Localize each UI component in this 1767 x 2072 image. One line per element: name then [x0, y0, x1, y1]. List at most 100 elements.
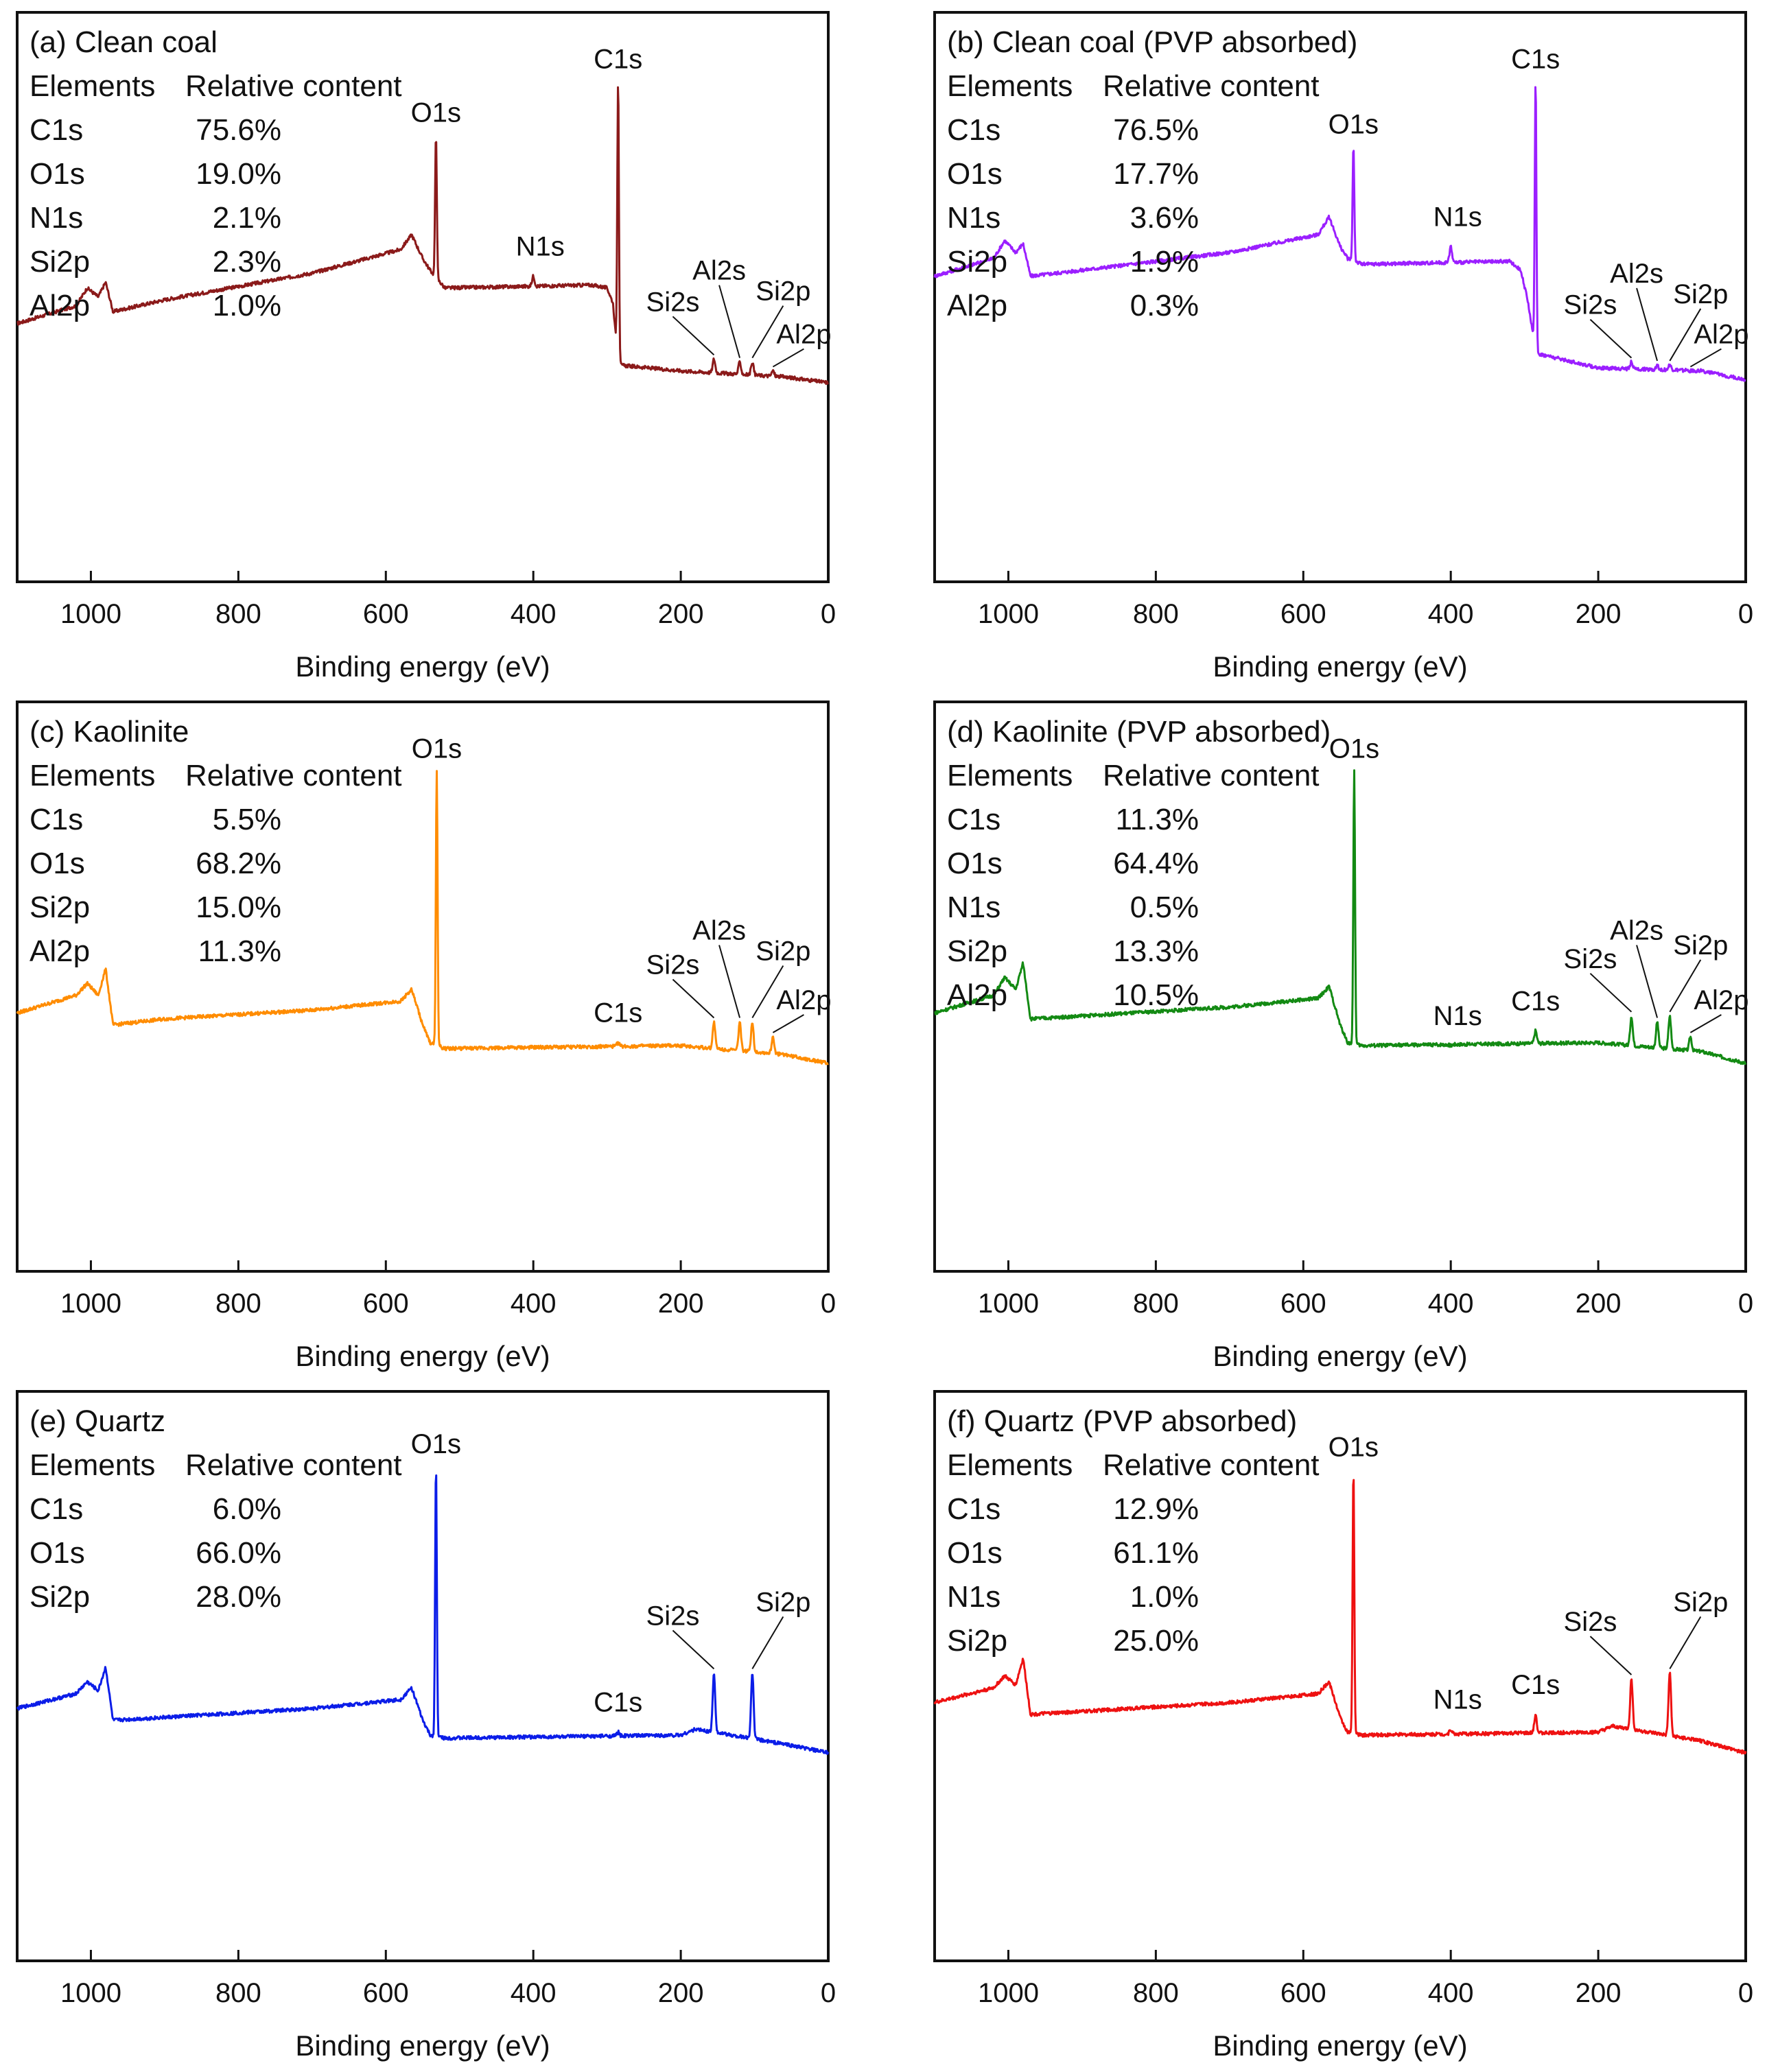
- peak-label-c1s: C1s: [594, 998, 642, 1028]
- table-value-si2p: 2.3%: [213, 245, 281, 279]
- plot-frame: [933, 11, 1747, 583]
- spectrum-line: [16, 770, 829, 1066]
- table-header-relative-content: Relative content: [1103, 69, 1320, 103]
- peak-label-al2s: Al2s: [692, 915, 746, 945]
- x-tick-label: 0: [1738, 1288, 1753, 1319]
- table-value-n1s: 2.1%: [213, 201, 281, 235]
- peak-label-o1s: O1s: [1329, 110, 1379, 140]
- table-header-elements: Elements: [947, 1448, 1073, 1482]
- peak-leader-si2p: [751, 965, 784, 1018]
- peak-leader-al2s: [1636, 287, 1659, 362]
- table-element-si2p: Si2p: [947, 245, 1007, 279]
- x-tick-label: 1000: [978, 1288, 1039, 1319]
- table-element-n1s: N1s: [947, 1580, 1000, 1614]
- peak-leader-si2p: [1669, 959, 1702, 1013]
- table-element-n1s: N1s: [947, 201, 1000, 235]
- peak-label-al2p: Al2p: [1694, 320, 1748, 350]
- x-tick-label: 0: [821, 1978, 836, 2008]
- peak-label-si2s: Si2s: [646, 287, 700, 317]
- x-axis-title: Binding energy (eV): [295, 2029, 550, 2062]
- peak-label-o1s: O1s: [411, 1429, 461, 1459]
- peak-label-si2s: Si2s: [1564, 290, 1617, 320]
- x-tick-label: 400: [1428, 1978, 1474, 2008]
- table-header-relative-content: Relative content: [1103, 759, 1320, 792]
- x-tick-label: 1000: [978, 1978, 1039, 2008]
- panel-title: (c) Kaolinite: [30, 715, 189, 749]
- table-value-al2p: 10.5%: [1113, 978, 1199, 1012]
- peak-label-si2p: Si2p: [756, 936, 810, 966]
- plot-frame: [16, 11, 830, 583]
- x-tick-label: 600: [363, 1288, 409, 1319]
- table-element-n1s: N1s: [947, 891, 1000, 924]
- table-header-elements: Elements: [30, 759, 155, 792]
- table-element-c1s: C1s: [30, 1492, 83, 1526]
- spectrum-line: [16, 86, 830, 386]
- x-axis-title: Binding energy (eV): [295, 650, 550, 683]
- panel-title: (e) Quartz: [30, 1404, 165, 1438]
- x-tick-label: 600: [363, 1978, 409, 2008]
- peak-label-o1s: O1s: [1329, 1433, 1379, 1463]
- table-element-o1s: O1s: [30, 157, 85, 191]
- peak-label-si2p: Si2p: [1673, 1587, 1728, 1617]
- peak-label-si2p: Si2p: [1673, 930, 1728, 961]
- table-element-o1s: O1s: [947, 1536, 1003, 1570]
- peak-label-al2p: Al2p: [776, 985, 831, 1015]
- peak-label-si2p: Si2p: [1673, 279, 1728, 309]
- spectrum-line: [933, 1479, 1747, 1755]
- peak-leader-si2s: [672, 316, 715, 356]
- x-tick-label: 200: [658, 599, 704, 629]
- peak-label-si2s: Si2s: [646, 950, 700, 980]
- x-tick-label: 400: [1428, 599, 1474, 629]
- peak-label-n1s: N1s: [1434, 1684, 1482, 1715]
- peak-label-c1s: C1s: [1511, 1670, 1560, 1700]
- peak-leader-al2p: [1689, 1014, 1722, 1033]
- panel-title: (b) Clean coal (PVP absorbed): [947, 25, 1357, 59]
- peak-label-c1s: C1s: [1511, 986, 1560, 1016]
- x-tick-label: 400: [511, 1978, 557, 2008]
- plot-frame: [16, 701, 830, 1273]
- table-value-al2p: 11.3%: [198, 934, 282, 968]
- table-element-al2p: Al2p: [947, 978, 1007, 1012]
- table-header-elements: Elements: [30, 69, 155, 103]
- table-value-n1s: 1.0%: [1130, 1580, 1199, 1614]
- table-value-n1s: 3.6%: [1130, 201, 1199, 235]
- x-tick-label: 1000: [60, 599, 121, 629]
- peak-leader-si2s: [1589, 973, 1633, 1013]
- peak-label-c1s: C1s: [594, 45, 642, 75]
- x-tick-label: 0: [1738, 599, 1753, 629]
- peak-leader-si2s: [672, 978, 715, 1019]
- table-value-al2p: 0.3%: [1130, 289, 1199, 322]
- peak-leader-al2p: [772, 1014, 804, 1033]
- table-element-c1s: C1s: [947, 113, 1000, 147]
- table-element-al2p: Al2p: [947, 289, 1007, 322]
- peak-leader-al2s: [718, 945, 741, 1018]
- panel-title: (d) Kaolinite (PVP absorbed): [947, 715, 1331, 749]
- x-tick-label: 1000: [60, 1978, 121, 2008]
- x-tick-label: 600: [363, 599, 409, 629]
- peak-label-c1s: C1s: [594, 1688, 642, 1718]
- x-tick-label: 600: [1280, 1978, 1326, 2008]
- peak-label-al2s: Al2s: [1610, 915, 1663, 945]
- table-header-relative-content: Relative content: [185, 759, 402, 792]
- table-header-relative-content: Relative content: [185, 69, 402, 103]
- table-value-o1s: 68.2%: [196, 847, 281, 880]
- peak-leader-al2s: [1636, 945, 1659, 1018]
- peak-leader-si2s: [672, 1629, 715, 1670]
- peak-label-si2s: Si2s: [1564, 1607, 1617, 1637]
- peak-label-al2p: Al2p: [1694, 985, 1748, 1015]
- table-element-o1s: O1s: [947, 157, 1003, 191]
- table-element-o1s: O1s: [30, 1536, 85, 1570]
- peak-label-n1s: N1s: [1434, 1001, 1482, 1031]
- table-value-c1s: 12.9%: [1113, 1492, 1199, 1526]
- table-value-si2p: 25.0%: [1113, 1624, 1199, 1658]
- table-value-c1s: 76.5%: [1113, 113, 1199, 147]
- x-tick-label: 0: [1738, 1978, 1753, 2008]
- peak-leader-al2p: [1689, 348, 1722, 368]
- table-value-o1s: 64.4%: [1113, 847, 1199, 880]
- table-value-al2p: 1.0%: [213, 289, 281, 322]
- peak-label-al2p: Al2p: [776, 320, 831, 350]
- x-tick-label: 800: [215, 599, 261, 629]
- table-header-relative-content: Relative content: [1103, 1448, 1320, 1482]
- plot-frame: [16, 1390, 830, 1962]
